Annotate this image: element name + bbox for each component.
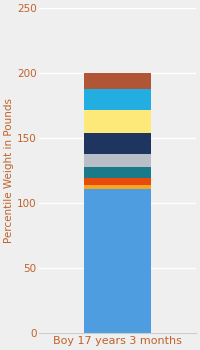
Bar: [84, 154, 151, 167]
Bar: [84, 167, 151, 178]
Bar: [84, 110, 151, 133]
Bar: [84, 178, 151, 185]
Bar: [84, 133, 151, 154]
Y-axis label: Percentile Weight in Pounds: Percentile Weight in Pounds: [4, 98, 14, 243]
Bar: [84, 73, 151, 89]
Bar: [84, 185, 151, 189]
Bar: [84, 189, 151, 333]
Bar: [84, 89, 151, 110]
